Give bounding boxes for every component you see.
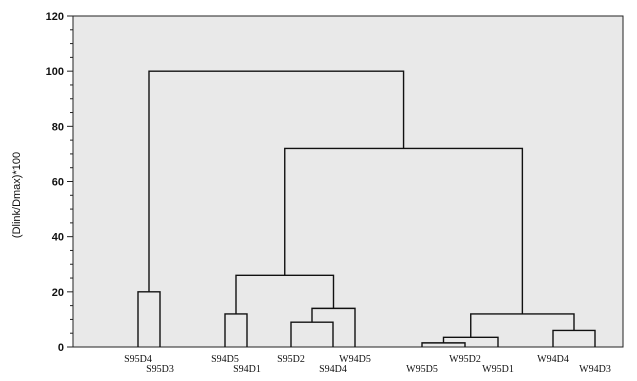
- leaf-label: W94D5: [339, 354, 371, 365]
- y-tick-label: 80: [52, 121, 64, 133]
- leaf-label: S95D4: [124, 354, 152, 365]
- y-tick-label: 60: [52, 177, 64, 189]
- y-tick-label: 20: [52, 287, 64, 299]
- leaf-label: W95D1: [482, 364, 514, 375]
- leaf-label: S94D5: [211, 354, 239, 365]
- leaf-label: W95D2: [449, 354, 481, 365]
- dendrogram-link: [148, 70, 405, 292]
- leaf-label: S95D2: [277, 354, 305, 365]
- leaf-label: W94D4: [537, 354, 569, 365]
- leaf-label: S94D1: [233, 364, 261, 375]
- y-tick-label: 120: [46, 11, 64, 23]
- y-tick-label: 40: [52, 232, 64, 244]
- plot-area: [72, 15, 624, 348]
- y-axis-title: (Dlink/Dmax)*100: [11, 152, 23, 238]
- y-axis: 0 20 40 60 80 100 120: [46, 11, 73, 354]
- leaf-label: W95D5: [406, 364, 438, 375]
- leaf-label: S95D3: [146, 364, 174, 375]
- dendrogram-link: [442, 336, 499, 347]
- leaf-label: S94D4: [319, 364, 347, 375]
- y-tick-label: 0: [58, 342, 64, 354]
- leaf-label: W94D3: [579, 364, 611, 375]
- dendrogram-links: [137, 70, 596, 347]
- y-tick-label: 100: [46, 66, 64, 78]
